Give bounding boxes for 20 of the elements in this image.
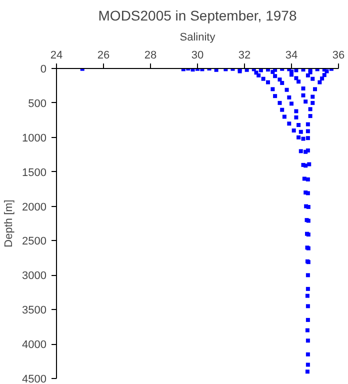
x-tick-label: 28	[144, 50, 157, 62]
x-tick-label: 26	[97, 50, 110, 62]
y-tick-label: 1500	[22, 166, 47, 179]
chart-title: MODS2005 in September, 1978	[98, 8, 297, 24]
y-tick-label: 0	[40, 64, 47, 76]
y-tick-label: 2000	[22, 201, 47, 214]
x-tick-label: 34	[285, 50, 298, 62]
y-tick-label: 500	[28, 98, 47, 110]
y-tick-label: 1000	[22, 132, 47, 144]
y-tick-label: 3000	[22, 270, 47, 282]
x-tick-label: 30	[191, 50, 204, 62]
y-tick-label: 4000	[22, 339, 47, 352]
y-axis-title: Depth [m]	[3, 200, 16, 248]
x-tick-label: 32	[238, 50, 251, 62]
x-axis-title: Salinity	[180, 32, 216, 44]
x-tick-label: 36	[332, 50, 345, 62]
y-tick-label: 3500	[22, 304, 47, 317]
x-tick-label: 24	[50, 50, 63, 62]
y-tick-label: 4500	[22, 374, 47, 384]
y-tick-label: 2500	[22, 236, 47, 248]
